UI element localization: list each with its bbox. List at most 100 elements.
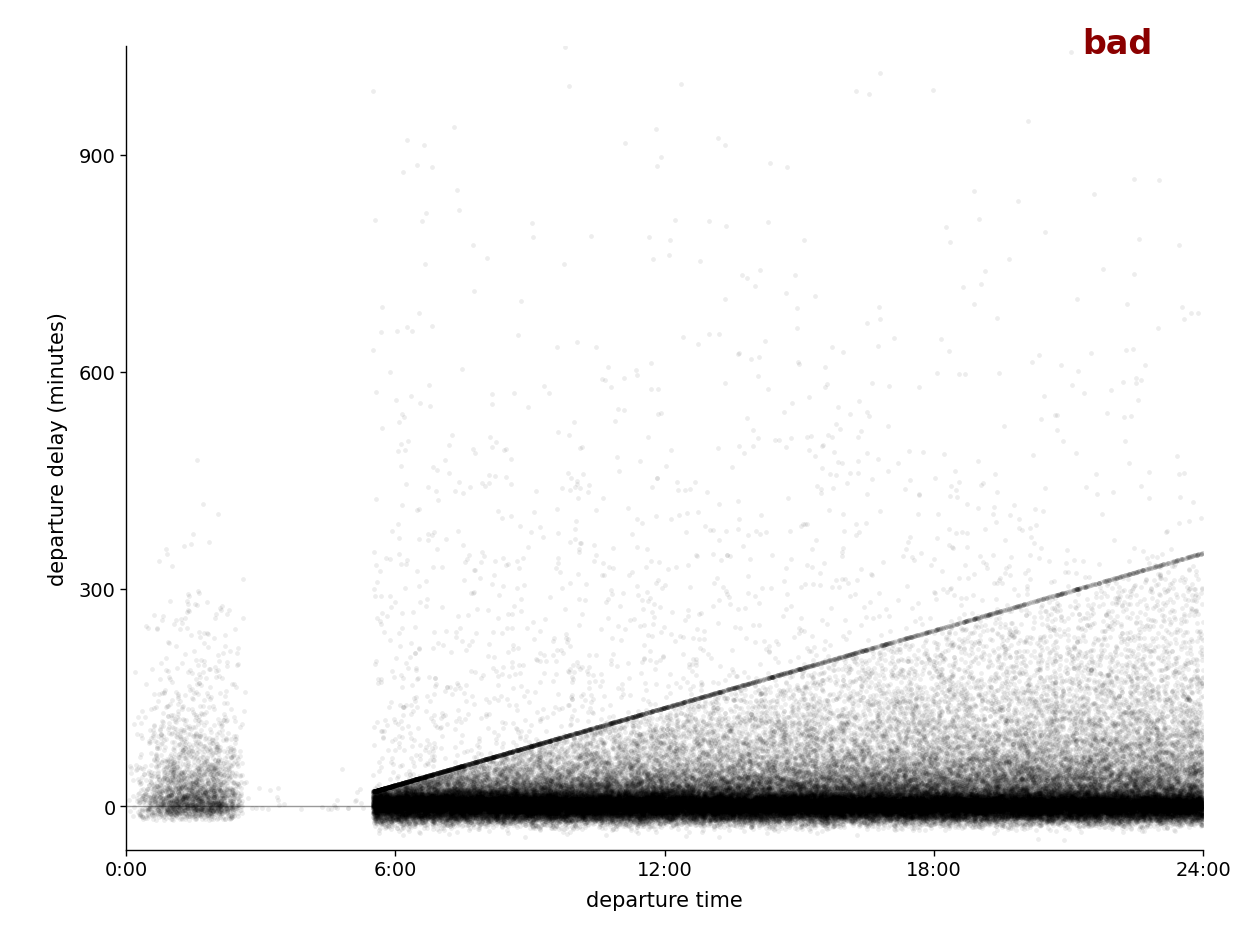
Point [1080,806,1100,821]
Point [1105,800,1125,815]
Point [1089,772,1109,787]
Point [960,798,980,813]
Point [844,807,864,822]
Point [368,783,388,798]
Point [900,773,920,788]
Point [1148,751,1168,767]
Point [454,789,474,804]
Point [914,729,934,744]
Point [1051,785,1071,801]
Point [1074,800,1094,815]
Point [1129,797,1149,812]
Point [530,805,551,820]
Point [616,792,636,807]
Point [1031,669,1051,684]
Point [451,779,471,794]
Point [525,800,546,815]
Point [927,808,948,823]
Point [541,803,561,818]
Point [457,805,478,820]
Point [641,792,662,807]
Point [989,761,1009,776]
Point [999,755,1019,770]
Point [829,790,849,805]
Point [474,791,494,806]
Point [748,801,769,816]
Point [896,807,916,822]
Point [911,793,931,808]
Point [634,790,654,805]
Point [517,797,537,812]
Point [570,803,590,818]
Point [1150,812,1171,827]
Point [1104,801,1124,816]
Point [1007,762,1027,777]
Point [693,806,713,821]
Point [1095,632,1115,647]
Point [864,661,885,676]
Point [536,810,556,825]
Point [498,795,518,810]
Point [1124,722,1144,737]
Point [1110,774,1130,789]
Point [592,797,612,812]
Point [827,794,847,809]
Point [577,810,597,825]
Point [731,782,751,797]
Point [978,805,998,820]
Point [689,794,709,809]
Point [398,799,418,814]
Point [662,699,682,714]
Point [493,798,513,813]
Point [1027,792,1047,807]
Point [1182,750,1202,765]
Point [1016,789,1036,804]
Point [680,729,701,744]
Point [712,803,732,818]
Point [438,804,459,819]
Point [467,796,488,811]
Point [1144,798,1164,813]
Point [496,789,517,804]
Point [963,728,983,743]
Point [1008,794,1028,809]
Point [576,723,596,738]
Point [596,797,616,812]
Point [1123,797,1143,812]
Point [466,777,486,792]
Point [690,807,711,822]
Point [873,801,893,817]
Point [869,700,890,715]
Point [714,797,735,812]
Point [1174,793,1194,808]
Point [1187,793,1207,808]
Point [1060,793,1080,808]
Point [824,787,844,802]
Point [488,776,508,791]
Point [936,790,956,805]
Point [748,805,769,820]
Point [514,790,534,805]
Point [896,692,916,707]
Point [946,795,966,810]
Point [446,801,466,817]
Point [905,791,925,806]
Point [806,779,827,794]
Point [1026,794,1046,809]
Point [375,801,396,816]
Point [1068,774,1089,789]
Point [1026,794,1046,809]
Point [903,803,924,818]
Point [866,757,886,772]
Point [1143,800,1163,815]
Point [863,780,883,795]
Point [914,800,934,815]
Point [387,781,407,796]
Point [621,813,641,828]
Point [776,796,796,811]
Point [1135,803,1155,818]
Point [774,795,794,810]
Point [781,788,801,803]
Point [1041,799,1061,814]
Point [472,799,493,814]
